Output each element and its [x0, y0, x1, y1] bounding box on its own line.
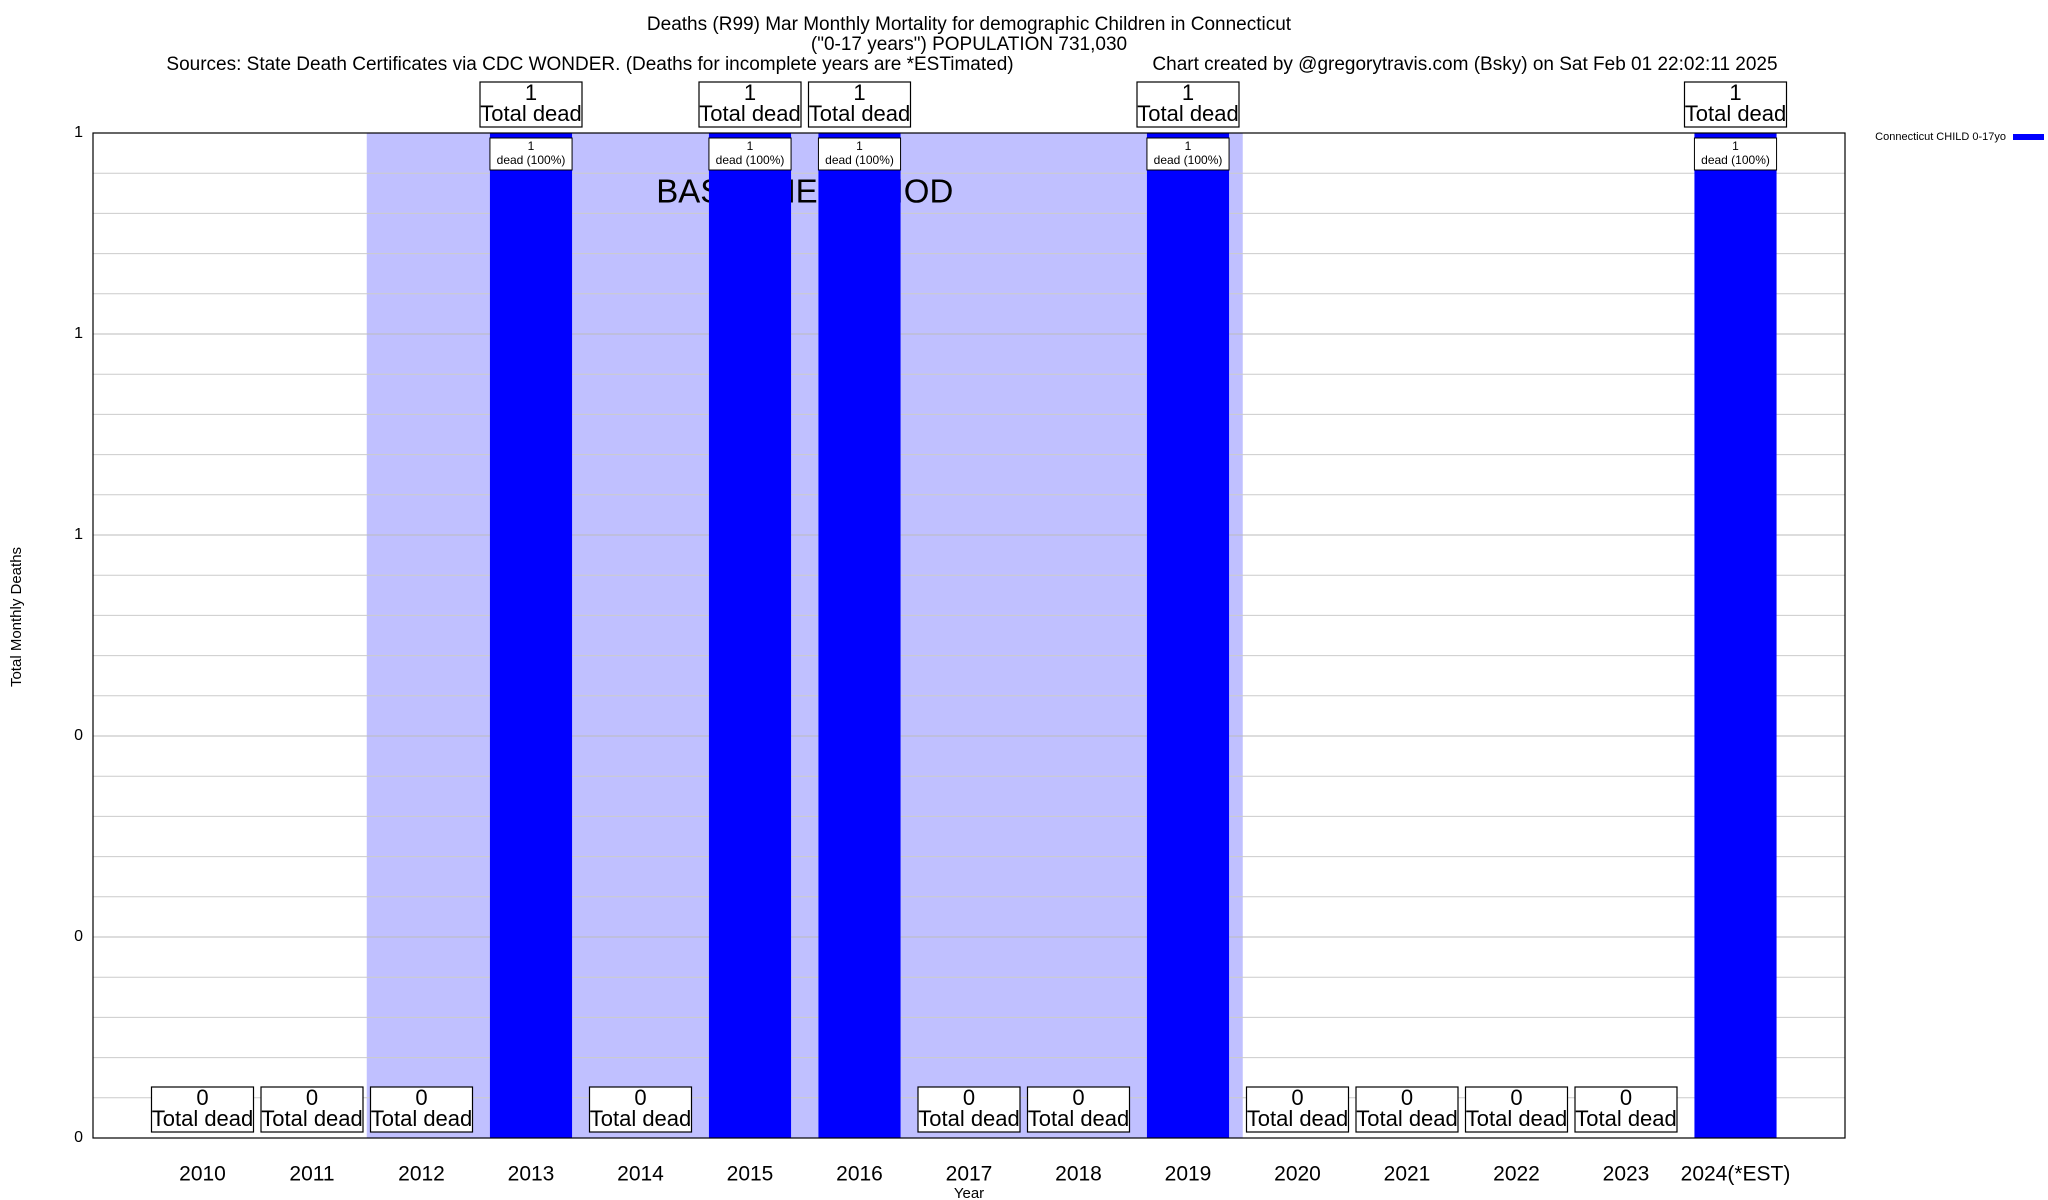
x-tick-label: 2022	[1493, 1163, 1540, 1186]
y-tick-label: 1	[74, 124, 83, 141]
value-label-box	[1355, 1086, 1459, 1133]
y-tick-label: 1	[74, 325, 83, 342]
inner-label: dead (100%)	[1701, 153, 1770, 167]
value-label: 1	[1182, 80, 1194, 105]
value-label-caption: Total dead	[1137, 101, 1239, 126]
chart-subtitle: ("0-17 years") POPULATION 731,030	[811, 34, 1127, 55]
inner-label-box	[708, 137, 792, 171]
chart-title: Deaths (R99) Mar Monthly Mortality for d…	[647, 14, 1292, 35]
value-label-caption: Total dead	[590, 1106, 692, 1131]
x-tick-label: 2011	[289, 1163, 334, 1186]
value-label-box	[698, 81, 802, 128]
value-label-box	[479, 81, 583, 128]
x-tick-label: 2012	[398, 1163, 445, 1186]
value-label-box	[1136, 81, 1240, 128]
value-label: 1	[525, 80, 537, 105]
inner-label-box	[1693, 137, 1778, 171]
x-tick-label: 2018	[1055, 1163, 1102, 1186]
source-note: Sources: State Death Certificates via CD…	[166, 54, 1013, 75]
inner-label-box	[489, 137, 573, 171]
value-label-box	[1245, 1086, 1350, 1133]
inner-label-box	[817, 137, 902, 171]
x-tick-label: 2023	[1603, 1163, 1650, 1186]
x-tick-label: 2016	[836, 1163, 883, 1186]
inner-value-label: 1	[1185, 139, 1192, 153]
value-label-caption: Total dead	[480, 101, 582, 126]
inner-label-box	[1146, 137, 1230, 171]
value-label-box	[588, 1086, 693, 1133]
x-tick-label: 2017	[946, 1163, 993, 1186]
x-tick-label: 2013	[508, 1163, 555, 1186]
y-tick-label: 0	[74, 928, 83, 945]
value-label-caption: Total dead	[1028, 1106, 1130, 1131]
value-label: 0	[634, 1085, 646, 1110]
bar	[1146, 133, 1230, 1138]
value-label: 0	[1072, 1085, 1084, 1110]
inner-label: dead (100%)	[497, 153, 566, 167]
value-label-caption: Total dead	[918, 1106, 1020, 1131]
value-label: 1	[744, 80, 756, 105]
baseline-label: BASELINE PERIOD	[656, 173, 953, 210]
value-label-caption: Total dead	[152, 1106, 254, 1131]
value-label-box	[1574, 1086, 1678, 1133]
value-label-caption: Total dead	[1685, 101, 1787, 126]
x-tick-label: 2014	[617, 1163, 664, 1186]
value-label: 1	[1729, 80, 1741, 105]
value-label-caption: Total dead	[261, 1106, 363, 1131]
value-label-box	[1026, 1086, 1131, 1133]
inner-label: dead (100%)	[825, 153, 894, 167]
y-tick-label: 1	[74, 526, 83, 543]
value-label-box	[1464, 1086, 1569, 1133]
x-tick-label: 2021	[1384, 1163, 1431, 1186]
x-tick-label: 2010	[179, 1163, 226, 1186]
value-label-caption: Total dead	[1466, 1106, 1568, 1131]
y-tick-label: 0	[74, 1129, 83, 1146]
inner-value-label: 1	[856, 139, 863, 153]
value-label: 0	[963, 1085, 975, 1110]
value-label: 0	[1620, 1085, 1632, 1110]
bar	[708, 133, 792, 1138]
value-label-caption: Total dead	[809, 101, 911, 126]
value-label: 0	[196, 1085, 208, 1110]
credit-note: Chart created by @gregorytravis.com (Bsk…	[1152, 54, 1777, 75]
value-label: 0	[306, 1085, 318, 1110]
x-tick-label: 2019	[1165, 1163, 1212, 1186]
x-tick-label: 2020	[1274, 1163, 1321, 1186]
value-label-caption: Total dead	[371, 1106, 473, 1131]
x-tick-label: 2015	[727, 1163, 774, 1186]
value-label-box	[260, 1086, 364, 1133]
x-axis-label: Year	[954, 1185, 984, 1200]
y-tick-label: 0	[74, 727, 83, 744]
inner-value-label: 1	[528, 139, 535, 153]
value-label-box	[917, 1086, 1021, 1133]
inner-value-label: 1	[747, 139, 754, 153]
legend-label: Connecticut CHILD 0-17yo	[1875, 131, 2006, 143]
x-tick-label: 2024(*EST)	[1681, 1163, 1791, 1186]
inner-label: dead (100%)	[716, 153, 785, 167]
bar	[1694, 133, 1777, 1138]
value-label-box	[1683, 81, 1788, 128]
value-label: 0	[1401, 1085, 1413, 1110]
value-label: 0	[415, 1085, 427, 1110]
bar	[489, 133, 573, 1138]
plot-frame	[92, 132, 1846, 1139]
value-label-caption: Total dead	[1247, 1106, 1349, 1131]
value-label-caption: Total dead	[1575, 1106, 1677, 1131]
value-label-caption: Total dead	[1356, 1106, 1458, 1131]
inner-value-label: 1	[1732, 139, 1739, 153]
value-label-box	[807, 81, 912, 128]
value-label-box	[369, 1086, 474, 1133]
value-label: 0	[1291, 1085, 1303, 1110]
value-label: 1	[853, 80, 865, 105]
value-label-box	[150, 1086, 255, 1133]
value-label: 0	[1510, 1085, 1522, 1110]
value-label-caption: Total dead	[699, 101, 801, 126]
legend-swatch	[2013, 134, 2044, 140]
bar	[818, 133, 901, 1138]
inner-label: dead (100%)	[1154, 153, 1223, 167]
y-axis-label: Total Monthly Deaths	[8, 547, 25, 687]
